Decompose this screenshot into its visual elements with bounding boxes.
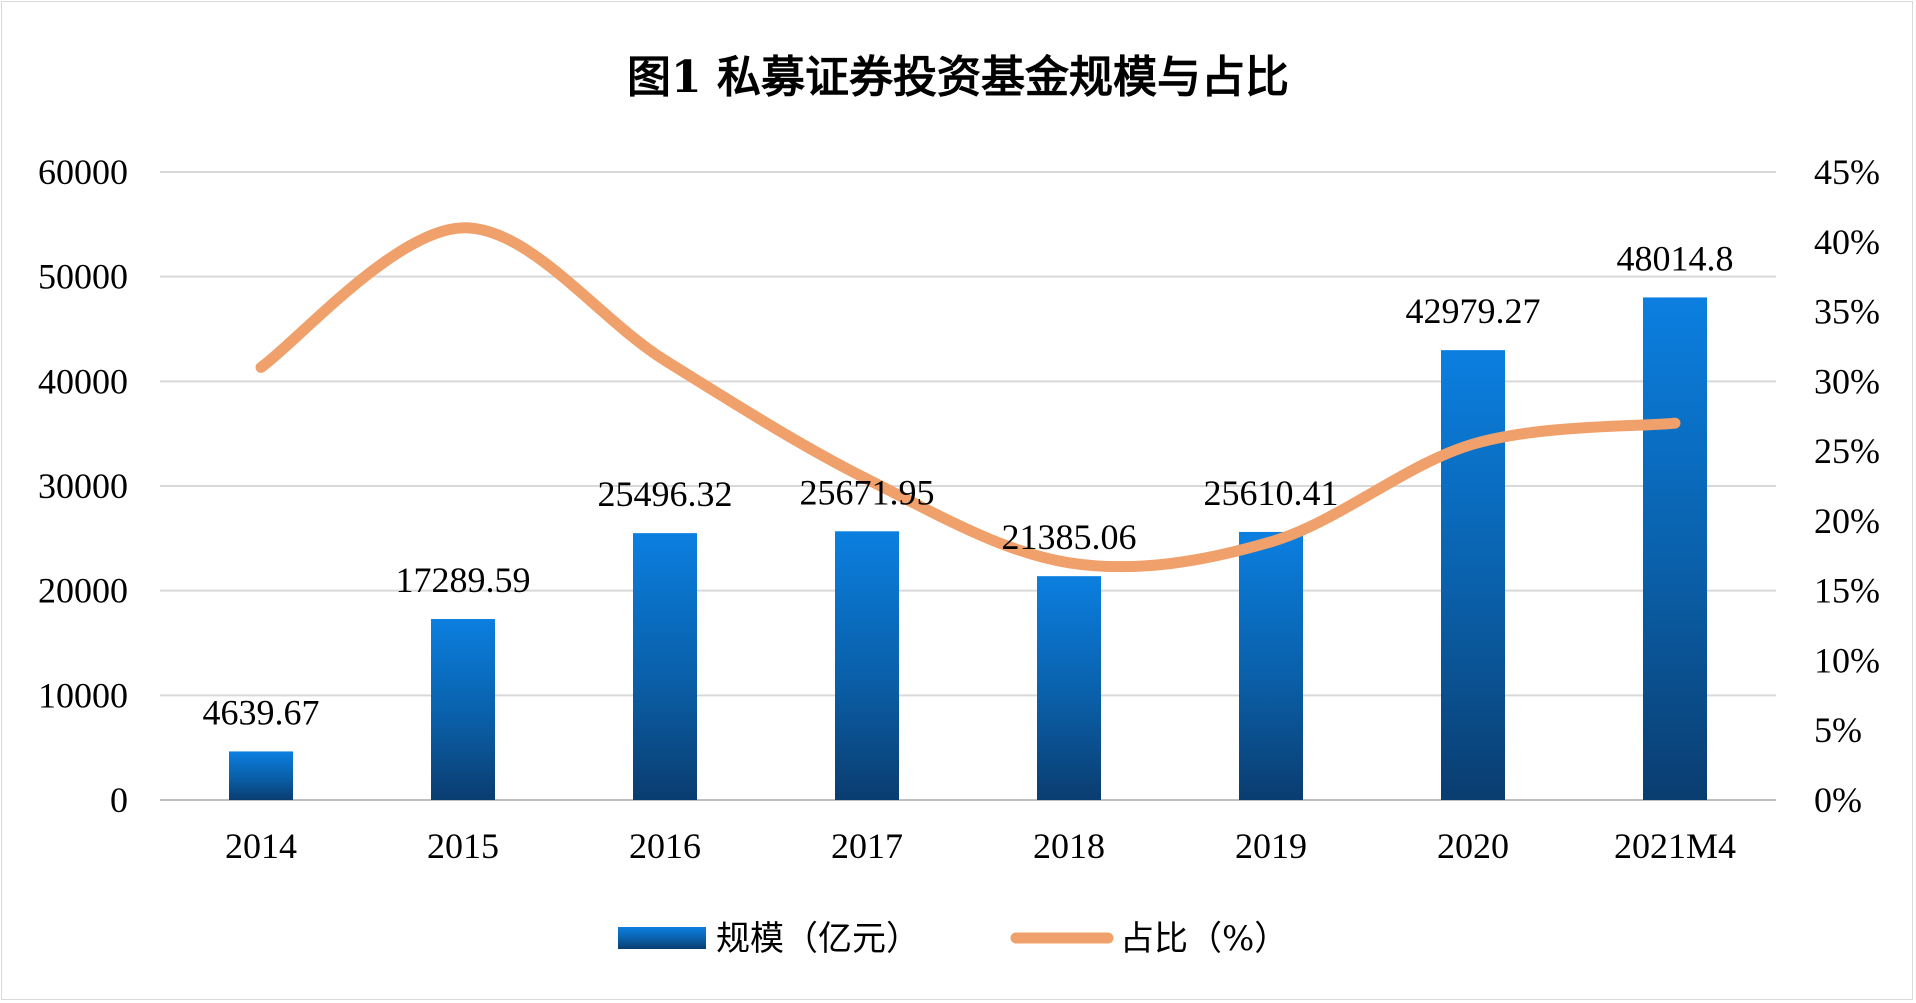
data-labels: 4639.67 17289.59 25496.32 25671.95 21385.06 2…: [203, 238, 1734, 732]
right-tick-label: 15%: [1814, 571, 1880, 611]
bar: [1037, 576, 1101, 800]
line-point: [664, 359, 666, 361]
left-tick-label: 10000: [38, 675, 128, 715]
line-point: [1472, 443, 1474, 445]
x-tick-label: 2019: [1235, 826, 1307, 866]
x-tick-label: 2016: [629, 826, 701, 866]
line-point: [1674, 422, 1676, 424]
legend-swatch-bar: [618, 927, 706, 949]
x-tick-label: 2014: [225, 826, 297, 866]
bar-data-label: 48014.8: [1617, 238, 1734, 278]
left-tick-label: 40000: [38, 361, 128, 401]
x-tick-label: 2020: [1437, 826, 1509, 866]
left-tick-label: 60000: [38, 152, 128, 192]
right-tick-label: 35%: [1814, 292, 1880, 332]
bar: [835, 531, 899, 800]
right-tick-label: 40%: [1814, 222, 1880, 262]
x-tick-label: 2021M4: [1614, 826, 1736, 866]
right-tick-label: 20%: [1814, 501, 1880, 541]
bar: [431, 619, 495, 800]
line-point: [462, 227, 464, 229]
x-tick-label: 2015: [427, 826, 499, 866]
left-axis-ticks: 0 10000 20000 30000 40000 50000 60000: [38, 152, 128, 820]
bar: [1643, 297, 1707, 800]
right-tick-label: 25%: [1814, 431, 1880, 471]
x-tick-label: 2018: [1033, 826, 1105, 866]
gridlines: [160, 171, 1776, 801]
x-tick-label: 2017: [831, 826, 903, 866]
x-axis-ticks: 2014 2015 2016 2017 2018 2019 2020 2021M4: [225, 826, 1736, 866]
bar-data-label: 25671.95: [800, 472, 935, 512]
legend-label-line: 占比（%）: [1120, 919, 1288, 959]
bar-series: [229, 297, 1707, 800]
right-tick-label: 30%: [1814, 361, 1880, 401]
bar: [633, 533, 697, 800]
chart-title: 图1 私募证券投资基金规模与占比: [627, 52, 1289, 103]
right-tick-label: 5%: [1814, 710, 1862, 750]
right-tick-label: 0%: [1814, 780, 1862, 820]
line-point: [1068, 562, 1070, 564]
right-axis-ticks: 0% 5% 10% 15% 20% 25% 30% 35% 40% 45%: [1814, 152, 1880, 820]
line-series: [255, 222, 1681, 573]
bar-data-label: 4639.67: [203, 692, 320, 732]
left-tick-label: 20000: [38, 571, 128, 611]
bar: [1441, 350, 1505, 800]
legend: 规模（亿元） 占比（%）: [618, 919, 1288, 959]
bar-data-label: 25610.41: [1204, 473, 1339, 513]
right-tick-label: 10%: [1814, 640, 1880, 680]
legend-label-bar: 规模（亿元）: [716, 919, 920, 959]
right-tick-label: 45%: [1814, 152, 1880, 192]
bar: [229, 751, 293, 800]
bar: [1239, 531, 1303, 800]
bar-data-label: 17289.59: [396, 560, 531, 600]
share-line: [255, 222, 1681, 573]
left-tick-label: 30000: [38, 466, 128, 506]
line-point: [260, 366, 262, 368]
bar-data-label: 25496.32: [598, 474, 733, 514]
line-point: [1270, 541, 1272, 543]
bar-data-label: 42979.27: [1406, 291, 1541, 331]
left-tick-label: 50000: [38, 257, 128, 297]
bar-data-label: 21385.06: [1002, 517, 1137, 557]
line-point: [866, 478, 868, 480]
left-tick-label: 0: [110, 780, 128, 820]
